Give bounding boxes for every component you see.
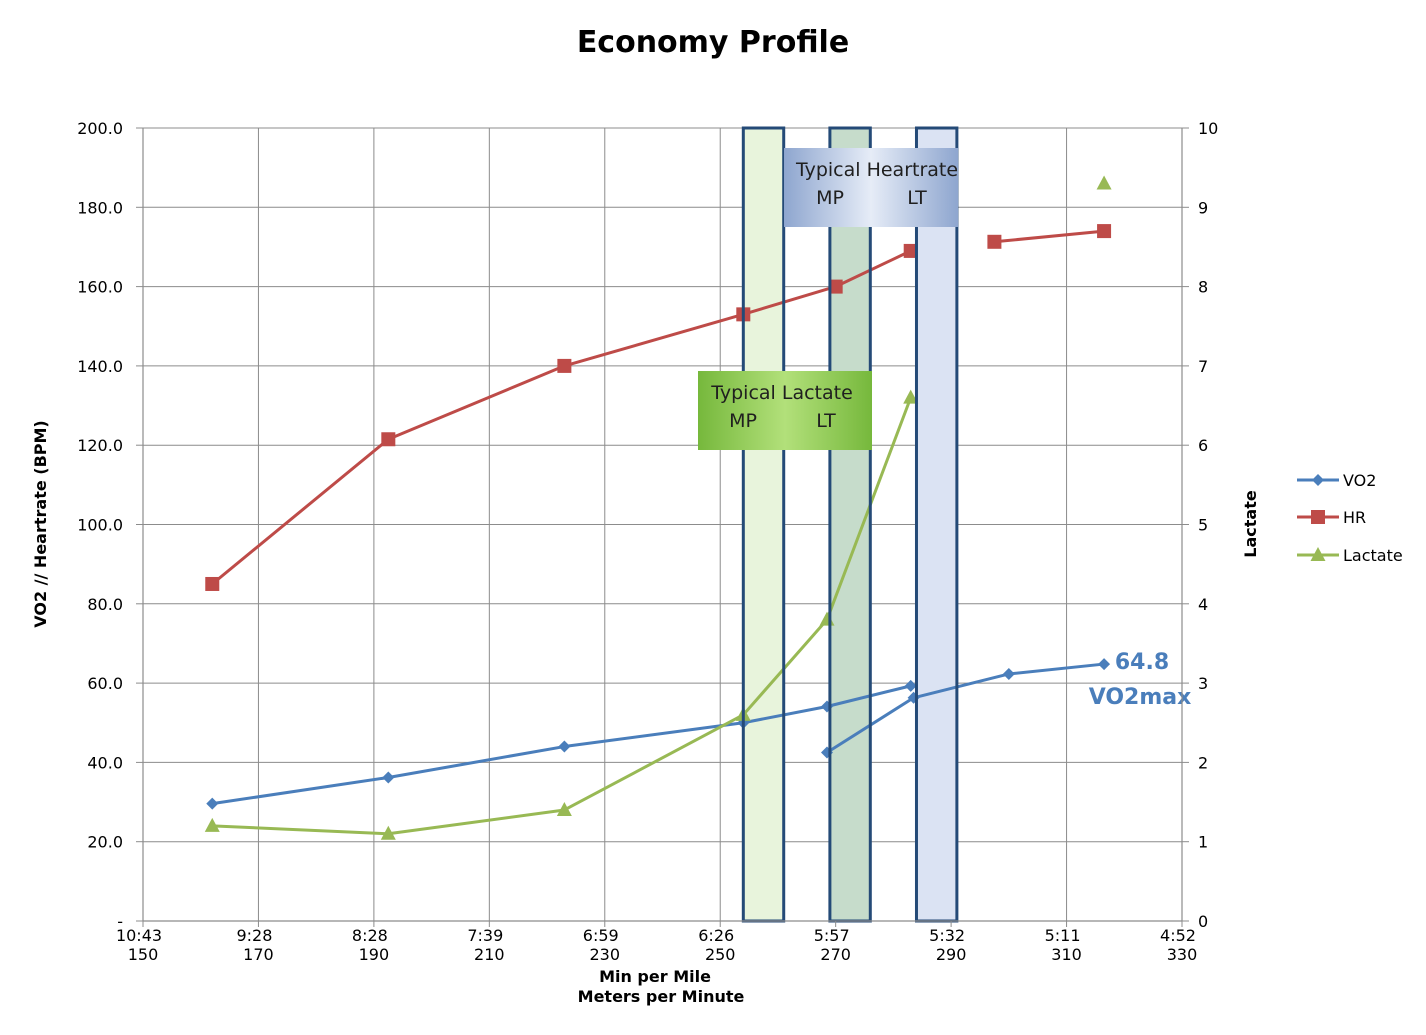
x-tick-label: 190: [359, 945, 390, 964]
y2-tick-label: 9: [1198, 198, 1208, 217]
x-pace-label: 5:57: [814, 926, 850, 945]
hr-point: [381, 432, 396, 447]
vo2-point: [1098, 658, 1111, 671]
x-pace-label: 7:39: [467, 926, 503, 945]
series-hr: [205, 224, 1112, 591]
x-pace-label: 4:52: [1160, 926, 1196, 945]
vo2-point: [1002, 667, 1015, 680]
y2-tick-label: 8: [1198, 278, 1208, 297]
y-tick-label: 160.0: [77, 278, 123, 297]
vo2max-label: VO2max: [1089, 685, 1192, 710]
lactate-point: [204, 817, 220, 832]
y-tick-label: 140.0: [77, 357, 123, 376]
hr-point: [557, 358, 572, 373]
y2-tick-label: 7: [1198, 357, 1208, 376]
hr-line: [994, 229, 1105, 244]
typical-heartrate-box: Typical Heartrate MP LT: [784, 148, 958, 227]
y-tick-label: 200.0: [77, 119, 123, 138]
series-vo2: [206, 658, 1111, 810]
legend: VO2 HR Lactate: [1297, 471, 1403, 565]
legend-hr-label: HR: [1343, 508, 1366, 527]
y2-tick-label: 0: [1198, 912, 1208, 931]
y2-tick-label: 6: [1198, 436, 1208, 455]
band-fill: [916, 128, 957, 921]
x-pace-label: 6:59: [583, 926, 619, 945]
lactate-box-title: Typical Lactate: [710, 382, 853, 404]
lactate-line: [212, 397, 913, 836]
hr-point: [987, 234, 1002, 249]
y2-tick-label: 1: [1198, 833, 1208, 852]
y2-tick-label: 3: [1198, 674, 1208, 693]
x-pace-label: 9:28: [236, 926, 272, 945]
x-tick-label: 290: [936, 945, 967, 964]
series-lactate: [204, 175, 1112, 840]
hr-point: [205, 576, 220, 591]
y-axis-title: VO2 // Heartrate (BPM): [31, 420, 50, 627]
x-pace-label: 8:28: [352, 926, 388, 945]
y-tick-label: 100.0: [77, 516, 123, 535]
vo2-point: [382, 771, 395, 784]
y-tick-label: 20.0: [87, 833, 123, 852]
y2-tick-label: 10: [1198, 119, 1218, 138]
hr-line: [211, 249, 912, 586]
lactate-point: [380, 825, 396, 840]
x-pace-label: 5:11: [1045, 926, 1081, 945]
lactate-box-mp: MP: [729, 410, 757, 432]
x-axis-title-speed: Meters per Minute: [578, 987, 745, 1006]
vo2-point: [558, 740, 571, 753]
x-axis-title-pace: Min per Mile: [599, 967, 711, 986]
legend-lactate-marker: [1310, 547, 1326, 561]
hr-point: [903, 243, 918, 258]
x-tick-label: 150: [128, 945, 159, 964]
y-tick-label: -: [117, 912, 123, 931]
heartrate-box-title: Typical Heartrate: [795, 159, 958, 181]
vo2-line: [212, 684, 912, 806]
x-tick-label: 310: [1051, 945, 1082, 964]
y-tick-label: 40.0: [87, 753, 123, 772]
heartrate-box-lt: LT: [907, 187, 927, 209]
gridlines: [143, 127, 1183, 922]
heartrate-box-mp: MP: [816, 187, 844, 209]
x-tick-label: 250: [705, 945, 736, 964]
x-pace-label: 10:43: [116, 926, 162, 945]
lactate-point: [903, 389, 919, 404]
y2-tick-label: 4: [1198, 595, 1208, 614]
y-tick-label: 80.0: [87, 595, 123, 614]
typical-lactate-box: Typical Lactate MP LT: [698, 371, 872, 450]
y2-axis-title: Lactate: [1241, 490, 1260, 558]
x-pace-label: 5:32: [929, 926, 965, 945]
legend-hr-marker: [1311, 510, 1325, 524]
hr-point: [1097, 224, 1112, 239]
vo2max-value: 64.8: [1115, 650, 1169, 675]
band-fill: [743, 128, 784, 921]
series-layer: [204, 175, 1112, 840]
chart-title: Economy Profile: [577, 25, 849, 60]
hr-point: [828, 279, 843, 294]
y-tick-label: 180.0: [77, 198, 123, 217]
y2-tick-label: 5: [1198, 516, 1208, 535]
x-tick-label: 170: [243, 945, 274, 964]
lactate-point: [1096, 175, 1112, 190]
vo2-point: [206, 797, 219, 810]
y-tick-label: 60.0: [87, 674, 123, 693]
x-tick-label: 330: [1167, 945, 1198, 964]
lactate-box-lt: LT: [816, 410, 836, 432]
x-pace-label: 6:26: [698, 926, 734, 945]
legend-vo2-marker: [1312, 474, 1324, 486]
x-tick-label: 270: [820, 945, 851, 964]
legend-lactate-label: Lactate: [1343, 546, 1403, 565]
y2-tick-label: 2: [1198, 753, 1208, 772]
highlight-bands: [743, 128, 957, 921]
x-tick-label: 230: [590, 945, 621, 964]
lactate-point: [556, 801, 572, 816]
axes: -20.040.060.080.0100.0120.0140.0160.0180…: [77, 119, 1218, 964]
vo2-point: [904, 679, 917, 692]
legend-vo2-label: VO2: [1343, 471, 1376, 490]
x-tick-label: 210: [474, 945, 505, 964]
y-tick-label: 120.0: [77, 436, 123, 455]
